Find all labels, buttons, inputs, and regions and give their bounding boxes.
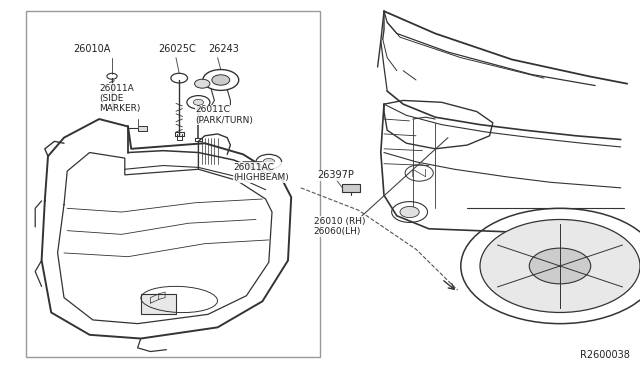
Bar — [141, 294, 176, 314]
Text: 26010A: 26010A — [74, 44, 111, 54]
Text: R2600038: R2600038 — [580, 350, 630, 360]
Circle shape — [195, 79, 210, 88]
Circle shape — [263, 158, 275, 165]
Circle shape — [400, 206, 419, 218]
FancyBboxPatch shape — [26, 11, 320, 357]
Text: 26397P: 26397P — [317, 170, 354, 180]
Text: 26025C: 26025C — [159, 44, 196, 54]
Text: 26243: 26243 — [208, 44, 239, 54]
Circle shape — [212, 75, 230, 85]
Bar — [138, 126, 147, 131]
Circle shape — [480, 219, 640, 312]
Text: 26011AC
(HIGHBEAM): 26011AC (HIGHBEAM) — [234, 163, 289, 182]
Bar — [342, 184, 360, 192]
Circle shape — [529, 248, 591, 284]
Text: 26011A
(SIDE
MARKER): 26011A (SIDE MARKER) — [99, 84, 141, 113]
Text: 26010 (RH)
26060(LH): 26010 (RH) 26060(LH) — [314, 217, 365, 236]
Circle shape — [193, 99, 204, 105]
Text: 26011C
(PARK/TURN): 26011C (PARK/TURN) — [195, 105, 253, 125]
